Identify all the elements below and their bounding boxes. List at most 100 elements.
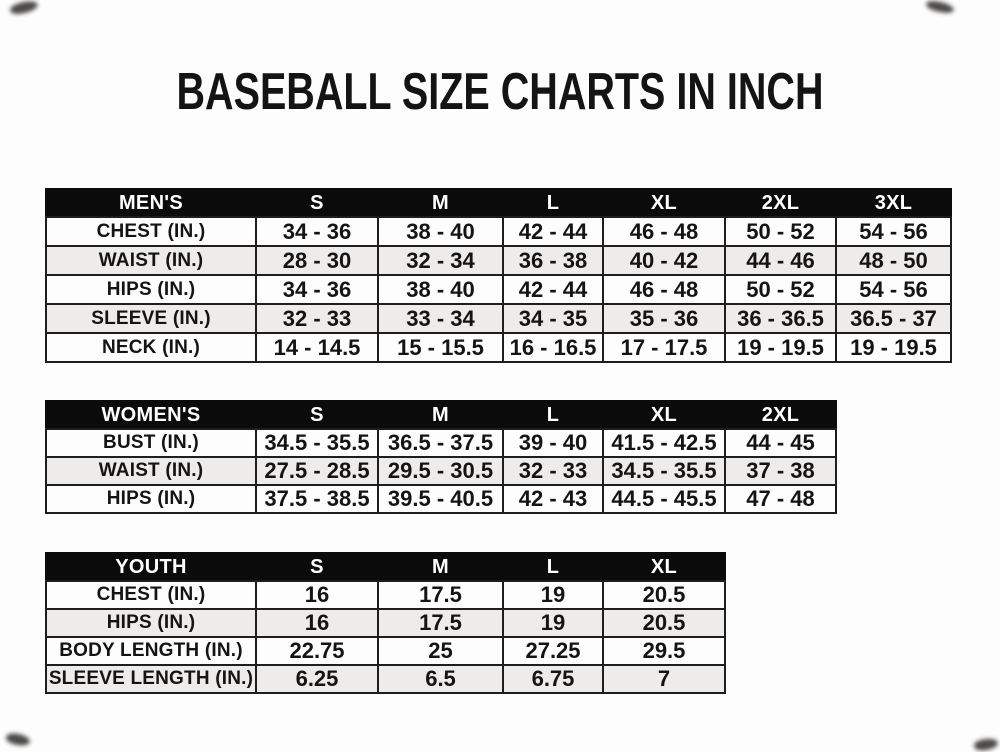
size-value-cell: 36 - 36.5 (724, 303, 837, 334)
size-value-cell: 34 - 36 (255, 274, 379, 305)
table-header-row: WOMEN'S S M L XL 2XL (45, 400, 837, 430)
size-value-cell: 40 - 42 (602, 245, 726, 276)
mens-column-header: M (377, 188, 504, 218)
row-label-cell: HIPS (IN.) (45, 484, 257, 514)
size-value-cell: 15 - 15.5 (377, 332, 504, 363)
youth-column-header: XL (602, 552, 726, 582)
mens-table-label-header: MEN'S (45, 188, 257, 218)
size-value-cell: 38 - 40 (377, 216, 504, 247)
corner-smudge-top-right (925, 0, 955, 15)
mens-size-table: MEN'S S M L XL 2XL 3XL CHEST (IN.) 34 - 36 38 - 4… (45, 188, 952, 363)
size-value-cell: 14 - 14.5 (255, 332, 379, 363)
size-value-cell: 16 (255, 608, 379, 638)
size-value-cell: 29.5 - 30.5 (377, 456, 504, 486)
size-value-cell: 44 - 45 (724, 428, 837, 458)
womens-table-label-header: WOMEN'S (45, 400, 257, 430)
size-value-cell: 6.5 (377, 664, 504, 694)
table-row: HIPS (IN.) 37.5 - 38.5 39.5 - 40.5 42 - 43 4… (45, 484, 837, 514)
size-value-cell: 6.25 (255, 664, 379, 694)
row-label-cell: WAIST (IN.) (45, 245, 257, 276)
table-row: HIPS (IN.) 16 17.5 19 20.5 (45, 608, 726, 638)
row-label-cell: HIPS (IN.) (45, 608, 257, 638)
mens-column-header: 2XL (724, 188, 837, 218)
mens-column-header: XL (602, 188, 726, 218)
corner-smudge-bottom-right (973, 736, 999, 752)
table-row: BODY LENGTH (IN.) 22.75 25 27.25 29.5 (45, 636, 726, 666)
size-value-cell: 22.75 (255, 636, 379, 666)
youth-column-header: L (502, 552, 604, 582)
womens-column-header: XL (602, 400, 726, 430)
size-value-cell: 25 (377, 636, 504, 666)
size-value-cell: 39.5 - 40.5 (377, 484, 504, 514)
table-row: SLEEVE (IN.) 32 - 33 33 - 34 34 - 35 35 - 36… (45, 303, 952, 334)
row-label-cell: SLEEVE (IN.) (45, 303, 257, 334)
table-row: NECK (IN.) 14 - 14.5 15 - 15.5 16 - 16.5 17 … (45, 332, 952, 363)
row-label-cell: WAIST (IN.) (45, 456, 257, 486)
size-value-cell: 37.5 - 38.5 (255, 484, 379, 514)
corner-smudge-top-left (9, 0, 39, 17)
table-header-row: MEN'S S M L XL 2XL 3XL (45, 188, 952, 218)
size-value-cell: 20.5 (602, 608, 726, 638)
size-value-cell: 44.5 - 45.5 (602, 484, 726, 514)
youth-size-table: YOUTH S M L XL CHEST (IN.) 16 17.5 19 20.5 HIPS (I… (45, 552, 726, 694)
size-value-cell: 17 - 17.5 (602, 332, 726, 363)
size-value-cell: 16 (255, 580, 379, 610)
size-value-cell: 20.5 (602, 580, 726, 610)
size-value-cell: 34 - 35 (502, 303, 604, 334)
size-value-cell: 27.25 (502, 636, 604, 666)
table-row: SLEEVE LENGTH (IN.) 6.25 6.5 6.75 7 (45, 664, 726, 694)
table-row: HIPS (IN.) 34 - 36 38 - 40 42 - 44 46 - 48 50… (45, 274, 952, 305)
size-value-cell: 38 - 40 (377, 274, 504, 305)
size-value-cell: 32 - 34 (377, 245, 504, 276)
row-label-cell: SLEEVE LENGTH (IN.) (45, 664, 257, 694)
size-value-cell: 33 - 34 (377, 303, 504, 334)
size-value-cell: 34.5 - 35.5 (255, 428, 379, 458)
size-value-cell: 44 - 46 (724, 245, 837, 276)
size-value-cell: 32 - 33 (502, 456, 604, 486)
size-value-cell: 35 - 36 (602, 303, 726, 334)
row-label-cell: HIPS (IN.) (45, 274, 257, 305)
youth-column-header: M (377, 552, 504, 582)
size-value-cell: 46 - 48 (602, 216, 726, 247)
womens-column-header: M (377, 400, 504, 430)
size-value-cell: 42 - 44 (502, 216, 604, 247)
size-value-cell: 27.5 - 28.5 (255, 456, 379, 486)
size-value-cell: 19 (502, 608, 604, 638)
womens-column-header: S (255, 400, 379, 430)
size-value-cell: 39 - 40 (502, 428, 604, 458)
row-label-cell: CHEST (IN.) (45, 216, 257, 247)
size-value-cell: 42 - 44 (502, 274, 604, 305)
youth-table-label-header: YOUTH (45, 552, 257, 582)
size-value-cell: 50 - 52 (724, 274, 837, 305)
row-label-cell: BODY LENGTH (IN.) (45, 636, 257, 666)
size-value-cell: 28 - 30 (255, 245, 379, 276)
size-value-cell: 48 - 50 (835, 245, 952, 276)
womens-size-table: WOMEN'S S M L XL 2XL BUST (IN.) 34.5 - 35.5 36.5… (45, 400, 837, 514)
table-row: WAIST (IN.) 28 - 30 32 - 34 36 - 38 40 - 42 4… (45, 245, 952, 276)
mens-column-header: S (255, 188, 379, 218)
size-value-cell: 54 - 56 (835, 216, 952, 247)
size-value-cell: 19 - 19.5 (724, 332, 837, 363)
size-value-cell: 36.5 - 37.5 (377, 428, 504, 458)
size-value-cell: 7 (602, 664, 726, 694)
size-value-cell: 32 - 33 (255, 303, 379, 334)
size-value-cell: 16 - 16.5 (502, 332, 604, 363)
row-label-cell: CHEST (IN.) (45, 580, 257, 610)
size-value-cell: 42 - 43 (502, 484, 604, 514)
size-value-cell: 34 - 36 (255, 216, 379, 247)
size-value-cell: 19 (502, 580, 604, 610)
size-value-cell: 19 - 19.5 (835, 332, 952, 363)
size-value-cell: 17.5 (377, 580, 504, 610)
size-value-cell: 17.5 (377, 608, 504, 638)
mens-column-header: 3XL (835, 188, 952, 218)
row-label-cell: BUST (IN.) (45, 428, 257, 458)
mens-column-header: L (502, 188, 604, 218)
table-row: CHEST (IN.) 16 17.5 19 20.5 (45, 580, 726, 610)
page-title: BASEBALL SIZE CHARTS IN INCH (176, 63, 824, 121)
size-value-cell: 41.5 - 42.5 (602, 428, 726, 458)
size-value-cell: 46 - 48 (602, 274, 726, 305)
size-value-cell: 37 - 38 (724, 456, 837, 486)
size-value-cell: 54 - 56 (835, 274, 952, 305)
table-header-row: YOUTH S M L XL (45, 552, 726, 582)
row-label-cell: NECK (IN.) (45, 332, 257, 363)
